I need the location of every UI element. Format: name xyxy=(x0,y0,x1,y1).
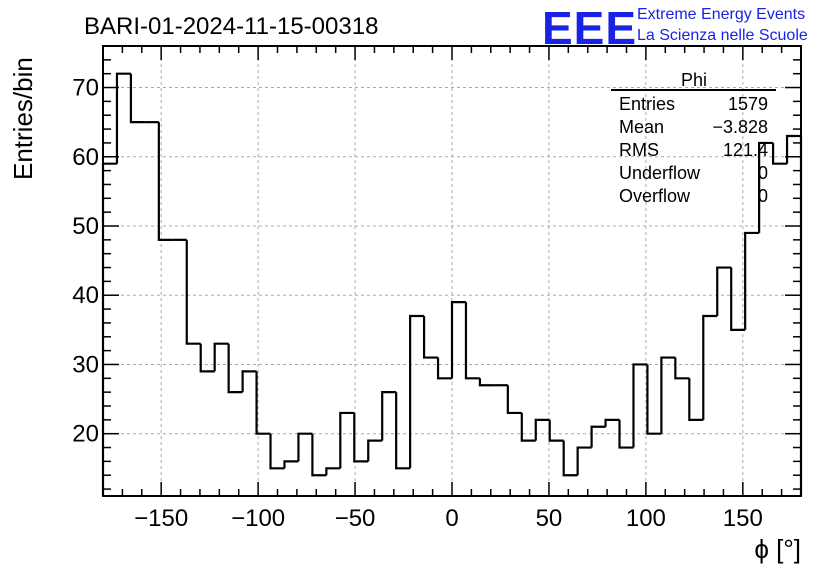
y-tick-label: 20 xyxy=(72,421,99,448)
histogram-bin xyxy=(101,162,117,496)
stats-overflow-label: Overflow xyxy=(619,186,691,206)
stats-underflow-label: Underflow xyxy=(619,163,701,183)
chart-title: BARI-01-2024-11-15-00318 xyxy=(84,13,378,40)
histogram-bin xyxy=(255,371,271,435)
histogram-bin xyxy=(381,391,397,441)
histogram-bin xyxy=(785,134,803,496)
histogram-bin xyxy=(367,439,383,462)
histogram-bin xyxy=(562,440,578,477)
stats-rms-label: RMS xyxy=(619,140,659,160)
histogram-bin xyxy=(436,357,452,380)
histogram-bin xyxy=(576,446,592,476)
histogram-bin xyxy=(618,419,634,449)
logo-line-1: Extreme Energy Events xyxy=(637,6,805,23)
histogram-bin xyxy=(478,378,494,387)
stats-entries-value: 1579 xyxy=(728,94,768,114)
histogram-bin xyxy=(353,412,369,463)
x-axis-label: ϕ [°] xyxy=(754,534,801,564)
stats-entries-label: Entries xyxy=(619,94,675,114)
x-tick-label: −100 xyxy=(231,505,285,532)
histogram-bin xyxy=(730,267,746,331)
histogram-bin xyxy=(604,418,620,427)
histogram-bin xyxy=(534,418,550,441)
histogram-bin xyxy=(590,425,606,448)
histogram-bin xyxy=(506,385,522,415)
histogram-bin xyxy=(422,316,439,359)
stats-overflow-value: 0 xyxy=(758,186,768,206)
histogram-bin xyxy=(115,72,131,164)
histogram-bin xyxy=(395,392,411,470)
x-tick-label: −150 xyxy=(134,505,188,532)
histogram-bin xyxy=(241,370,257,393)
histogram-bin xyxy=(464,302,480,380)
x-tick-label: 100 xyxy=(626,505,666,532)
histogram-bin xyxy=(758,141,774,233)
x-tick-labels: −150 −100 −50 0 50 100 150 xyxy=(134,505,763,532)
stats-mean-label: Mean xyxy=(619,117,664,137)
histogram-bin xyxy=(185,239,201,345)
histogram-bin xyxy=(297,432,313,462)
histogram-bin xyxy=(632,363,648,448)
histogram-bin xyxy=(548,419,564,442)
x-tick-label: 150 xyxy=(723,505,763,532)
x-tick-label: 0 xyxy=(445,505,458,532)
stats-box: Phi Entries 1579 Mean −3.828 RMS 121.4 U… xyxy=(611,70,776,206)
stats-rms-value: 121.4 xyxy=(723,140,768,160)
x-tick-label: 50 xyxy=(536,505,563,532)
histogram-bin xyxy=(269,433,285,470)
stats-underflow-value: 0 xyxy=(758,163,768,183)
histogram-bin xyxy=(129,73,145,124)
y-tick-labels: 20 30 40 50 60 70 xyxy=(72,75,99,448)
histogram-bin xyxy=(311,433,327,477)
histogram-bin xyxy=(213,342,229,372)
stats-title: Phi xyxy=(681,70,707,90)
histogram-bin xyxy=(339,411,355,469)
y-tick-label: 50 xyxy=(72,213,99,240)
x-tick-label: −50 xyxy=(335,505,376,532)
histogram-bin xyxy=(227,343,243,394)
histogram-bin xyxy=(716,266,732,316)
histogram-bin xyxy=(674,357,690,380)
logo-line-2: La Scienza nelle Scuole xyxy=(637,27,808,44)
y-tick-label: 70 xyxy=(72,75,99,102)
y-tick-label: 30 xyxy=(72,351,99,378)
histogram-bin xyxy=(702,314,718,420)
histogram-bin xyxy=(409,314,425,469)
eee-logo: EEE Extreme Energy Events La Scienza nel… xyxy=(542,2,808,54)
histogram-bin xyxy=(283,460,299,469)
y-tick-label: 40 xyxy=(72,282,99,309)
axes xyxy=(102,45,802,497)
histogram-bin xyxy=(450,301,466,379)
histogram-bin xyxy=(325,467,341,476)
histogram-bin xyxy=(157,122,173,241)
histogram-bin xyxy=(688,378,704,421)
y-tick-label: 60 xyxy=(72,144,99,171)
histogram-bin xyxy=(199,343,215,373)
y-axis-label: Entries/bin xyxy=(8,57,38,180)
histogram-bin xyxy=(520,412,536,442)
grid-lines xyxy=(103,46,801,496)
stats-mean-value: −3.828 xyxy=(712,117,768,137)
histogram-bin xyxy=(744,231,760,330)
histogram-bin xyxy=(660,356,676,434)
histogram-bin xyxy=(646,364,662,435)
histogram-bin xyxy=(771,142,788,165)
